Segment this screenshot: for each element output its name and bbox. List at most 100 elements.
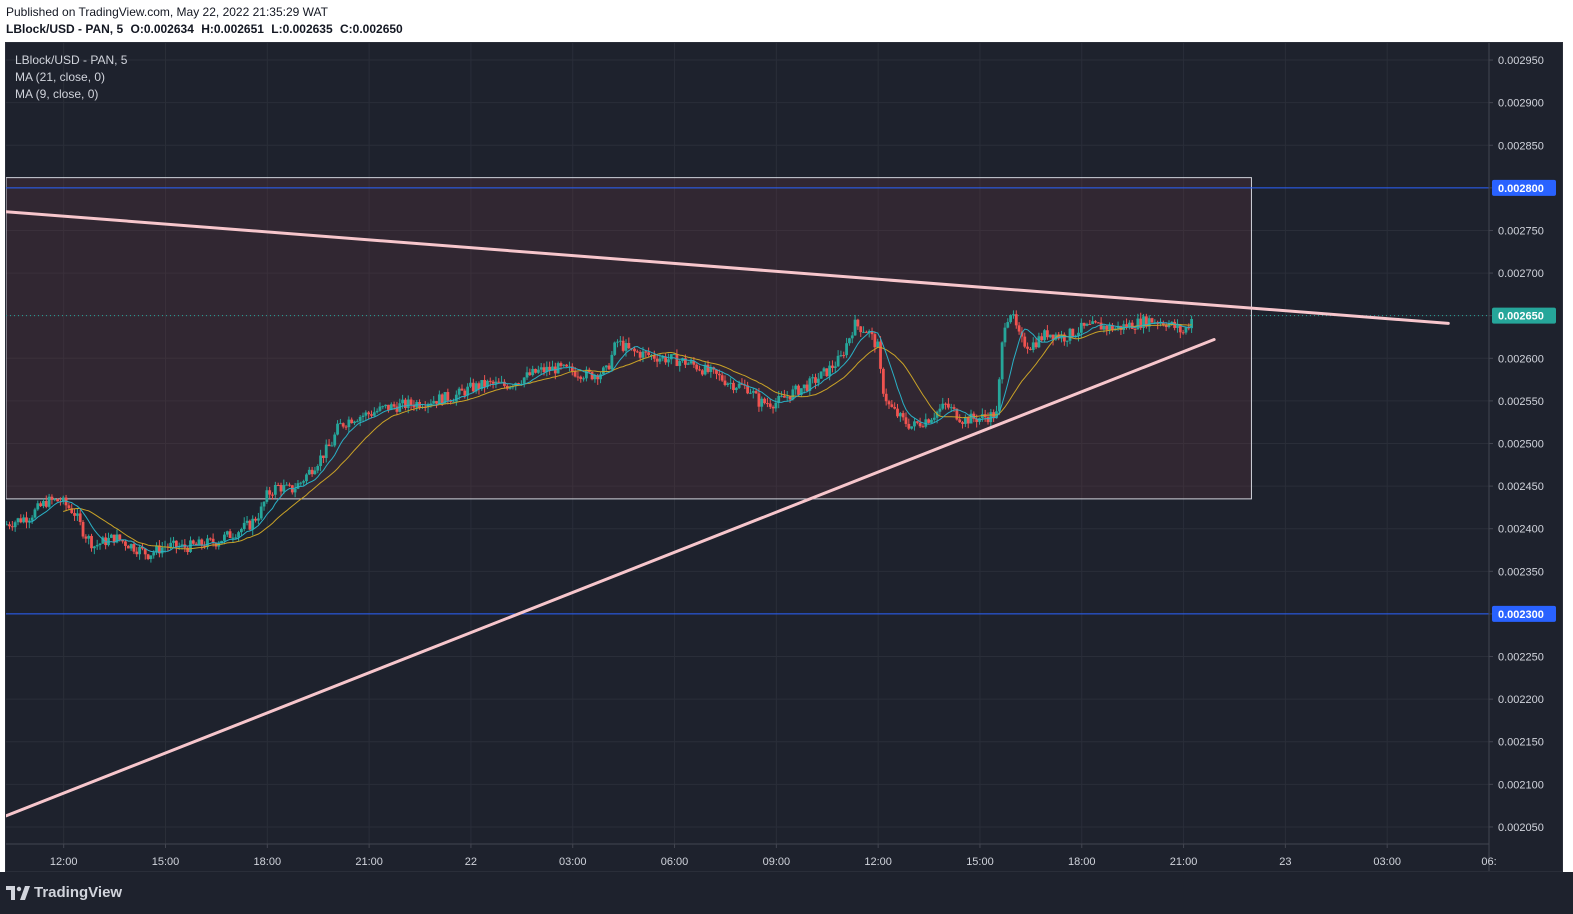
candle-up — [299, 482, 303, 484]
candle-up — [777, 395, 781, 403]
candle-down — [692, 361, 696, 365]
time-axis-label: 23 — [1279, 856, 1291, 868]
price-axis-label: 0.002350 — [1498, 566, 1544, 578]
candle-down — [174, 540, 178, 548]
chart-pane[interactable]: 0.002950 0.002900 0.002850 0.002800 0.002750… — [4, 42, 1563, 872]
candle-down — [1094, 321, 1097, 323]
candle-up — [401, 399, 404, 404]
candle-down — [664, 356, 668, 363]
candle-up — [466, 386, 470, 396]
candle-up — [853, 319, 857, 336]
candle-up — [500, 381, 503, 383]
candle-down — [896, 408, 899, 417]
candle-up — [963, 417, 967, 424]
candle-up — [92, 546, 96, 549]
candle-up — [525, 372, 529, 378]
candle-down — [404, 399, 407, 409]
candle-down — [881, 368, 885, 394]
candle-up — [791, 389, 795, 400]
candle-down — [460, 388, 464, 391]
tradingview-brand[interactable]: TradingView — [6, 884, 122, 901]
candle-down — [73, 513, 76, 516]
candle-down — [788, 396, 792, 400]
candle-up — [36, 503, 40, 510]
trendline-upper[interactable] — [4, 210, 1450, 325]
candle-down — [1111, 325, 1114, 331]
candle-up — [508, 386, 512, 389]
candle-up — [375, 410, 379, 413]
candle-down — [367, 412, 371, 415]
price-axis[interactable]: 0.002950 0.002900 0.002850 0.002800 0.002750… — [1489, 55, 1556, 834]
candle-up — [27, 520, 31, 523]
price-axis-label: 0.002100 — [1498, 779, 1544, 791]
candle-up — [729, 382, 733, 384]
candle-down — [797, 385, 800, 395]
candle-up — [1065, 340, 1069, 342]
candle-up — [1159, 322, 1162, 324]
candle-down — [890, 404, 894, 407]
candle-down — [633, 348, 636, 352]
candle-down — [944, 403, 947, 405]
candle-up — [1136, 318, 1140, 330]
candle-up — [307, 469, 311, 475]
candle-up — [223, 534, 226, 541]
candle-down — [70, 508, 74, 514]
candle-down — [771, 406, 775, 409]
candle-up — [599, 374, 602, 380]
candle-down — [135, 551, 139, 555]
trendline-lower[interactable] — [4, 338, 1216, 818]
candle-up — [1000, 342, 1004, 380]
candle-up — [469, 382, 472, 387]
candle-down — [621, 340, 625, 351]
candle-up — [101, 537, 105, 544]
candle-up — [240, 529, 243, 533]
candle-down — [627, 343, 631, 349]
time-axis-label: 12:00 — [864, 856, 892, 868]
time-axis-label: 21:00 — [355, 856, 383, 868]
candle-down — [288, 484, 291, 486]
candle-down — [25, 517, 28, 523]
candle-up — [381, 406, 385, 408]
candle-up — [95, 545, 99, 547]
level-price-tag — [1492, 179, 1556, 196]
candle-up — [938, 408, 942, 412]
candle-up — [389, 404, 393, 410]
candle-up — [454, 394, 458, 402]
candle-down — [203, 545, 207, 548]
candle-down — [387, 404, 390, 410]
candle-up — [149, 555, 153, 560]
candle-down — [695, 364, 699, 370]
candle-down — [596, 375, 600, 380]
candle-up — [726, 383, 730, 385]
candle-down — [56, 499, 59, 502]
horizontal-levels-layer[interactable] — [6, 187, 1489, 615]
candle-up — [256, 518, 260, 521]
time-axis-label: 21:00 — [1170, 856, 1198, 868]
candle-up — [474, 383, 478, 392]
candle-down — [1125, 324, 1128, 328]
candle-down — [975, 418, 979, 422]
candle-up — [1043, 330, 1046, 341]
candle-up — [336, 423, 339, 435]
price-axis-label: 0.002550 — [1498, 396, 1544, 408]
candle-down — [873, 334, 877, 348]
candle-up — [109, 534, 113, 538]
candle-up — [839, 355, 843, 357]
trendlines-layer[interactable] — [4, 210, 1450, 818]
candle-up — [30, 517, 34, 521]
candle-up — [107, 537, 110, 546]
candle-up — [1142, 316, 1145, 328]
candle-up — [941, 403, 945, 409]
candle-up — [703, 364, 707, 375]
candle-up — [669, 354, 673, 360]
candle-up — [324, 444, 328, 458]
candle-up — [848, 338, 851, 344]
candle-down — [1150, 318, 1154, 323]
candle-down — [763, 398, 766, 404]
candle-up — [259, 506, 263, 519]
candle-up — [22, 517, 26, 523]
price-chart[interactable]: 0.002950 0.002900 0.002850 0.002800 0.002750… — [4, 43, 1562, 871]
candle-down — [814, 377, 817, 383]
time-axis[interactable]: 12:00 15:00 18:00 21:00 22 03:00 06:00 09:00 12:… — [50, 844, 1497, 868]
candle-down — [782, 395, 786, 398]
